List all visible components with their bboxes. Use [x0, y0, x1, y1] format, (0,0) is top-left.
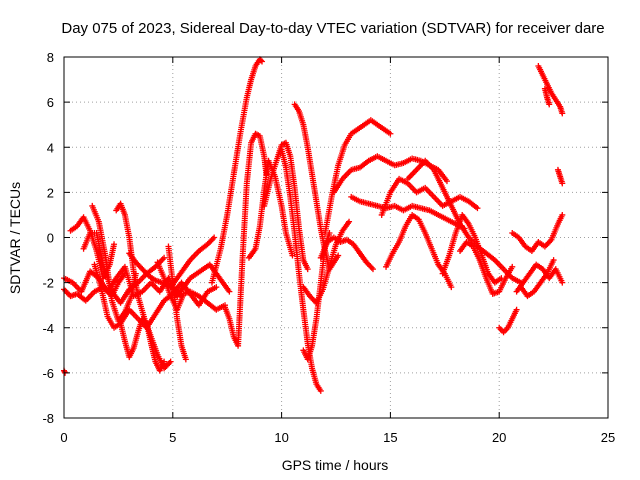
data-point [346, 218, 353, 225]
x-tick-label: 25 [601, 430, 615, 445]
y-tick-label: 4 [47, 140, 54, 155]
data-point [546, 101, 553, 108]
y-tick-label: -8 [42, 411, 54, 426]
data-point [509, 263, 516, 270]
data-point [550, 257, 557, 264]
y-tick-label: -6 [42, 366, 54, 381]
y-tick-label: 2 [47, 185, 54, 200]
data-point [559, 110, 566, 117]
axis-ticks: 0 5 10 15 20 25 -8 -6 -4 -2 0 2 4 6 8 [42, 50, 615, 445]
data-point [161, 358, 168, 365]
data-point [335, 252, 342, 259]
data-point [182, 356, 189, 363]
data-point [513, 306, 520, 313]
data-point [161, 254, 168, 261]
y-axis-label: SDTVAR / TECUs [7, 182, 23, 294]
data-point [559, 180, 566, 187]
data-point [304, 266, 311, 273]
data-point [257, 57, 264, 64]
chart-title: Day 075 of 2023, Sidereal Day-to-day VTE… [61, 20, 604, 37]
y-tick-label: 6 [47, 95, 54, 110]
y-tick-label: -2 [42, 276, 54, 291]
data-point [448, 284, 455, 291]
y-tick-label: -4 [42, 321, 54, 336]
data-point [289, 252, 296, 259]
data-point [111, 241, 118, 248]
x-tick-label: 0 [60, 430, 67, 445]
data-point [213, 284, 220, 291]
data-points [61, 56, 566, 394]
y-tick-label: 8 [47, 50, 54, 65]
x-tick-label: 20 [492, 430, 506, 445]
data-point [443, 178, 450, 185]
x-axis-label: GPS time / hours [282, 457, 389, 473]
x-tick-label: 5 [169, 430, 176, 445]
data-point [167, 358, 174, 365]
x-tick-label: 15 [383, 430, 397, 445]
data-point [259, 58, 266, 65]
data-point [211, 234, 218, 241]
data-point [559, 279, 566, 286]
data-point [369, 266, 376, 273]
data-point [226, 288, 233, 295]
data-point [317, 387, 324, 394]
data-point [387, 130, 394, 137]
data-point [474, 205, 481, 212]
x-tick-label: 10 [274, 430, 288, 445]
y-tick-label: 0 [47, 231, 54, 246]
data-point [559, 211, 566, 218]
